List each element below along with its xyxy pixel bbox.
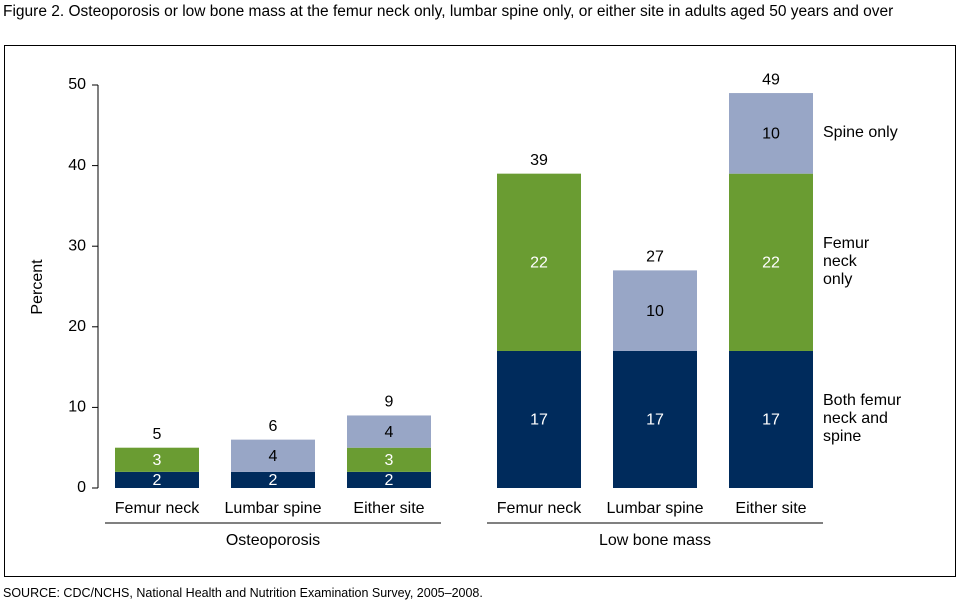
source-note: SOURCE: CDC/NCHS, National Health and Nu…: [3, 586, 483, 600]
segment-label: 22: [762, 255, 780, 272]
total-label: 5: [153, 426, 162, 443]
segment-label: 22: [530, 255, 548, 272]
legend-label: Both femur neck and spine: [823, 392, 902, 446]
segment-label: 2: [385, 472, 394, 489]
bar-segment: [729, 350, 813, 488]
segment-label: 17: [646, 412, 664, 429]
y-tick-label: 0: [77, 479, 86, 496]
segment-label: 2: [269, 472, 278, 489]
x-tick-label: Lumbar spine: [607, 500, 704, 517]
bar-segment: [729, 93, 813, 174]
y-tick-label: 40: [68, 157, 86, 174]
total-label: 9: [385, 394, 394, 411]
bar-segment: [613, 350, 697, 488]
segment-label: 3: [385, 452, 394, 469]
x-tick-label: Either site: [735, 500, 806, 517]
x-tick-label: Either site: [353, 500, 424, 517]
bar-segment: [115, 471, 199, 488]
bar-segment: [729, 173, 813, 351]
bar-segment: [231, 471, 315, 488]
x-tick-label: Lumbar spine: [225, 500, 322, 517]
bar-segment: [347, 447, 431, 472]
bar-segment: [347, 471, 431, 488]
total-label: 39: [530, 152, 548, 169]
bar-segment: [497, 173, 581, 351]
segment-label: 3: [153, 452, 162, 469]
legend-label: Spine only: [823, 124, 898, 142]
chart-frame: [4, 45, 956, 577]
y-tick-label: 50: [68, 76, 86, 93]
total-label: 49: [762, 71, 780, 88]
x-tick-label: Femur neck: [497, 500, 582, 517]
bar-segment: [347, 415, 431, 448]
y-tick-label: 30: [68, 237, 86, 254]
total-label: 27: [646, 249, 664, 266]
segment-label: 10: [762, 126, 780, 143]
total-label: 6: [269, 418, 278, 435]
x-tick-label: Femur neck: [115, 500, 200, 517]
legend-label: Femur neck only: [823, 235, 870, 289]
bar-segment: [497, 350, 581, 488]
segment-label: 2: [153, 472, 162, 489]
y-axis-label: Percent: [29, 259, 46, 315]
bar-segment: [613, 270, 697, 351]
chart-title: Figure 2. Osteoporosis or low bone mass …: [3, 3, 894, 20]
y-tick-label: 10: [68, 399, 86, 416]
bar-segment: [115, 447, 199, 472]
segment-label: 17: [530, 412, 548, 429]
segment-label: 17: [762, 412, 780, 429]
segment-label: 4: [269, 448, 278, 465]
y-tick-label: 20: [68, 318, 86, 335]
group-label: Low bone mass: [599, 532, 711, 549]
segment-label: 10: [646, 303, 664, 320]
segment-label: 4: [385, 424, 394, 441]
bar-segment: [231, 439, 315, 472]
group-label: Osteoporosis: [226, 532, 320, 549]
